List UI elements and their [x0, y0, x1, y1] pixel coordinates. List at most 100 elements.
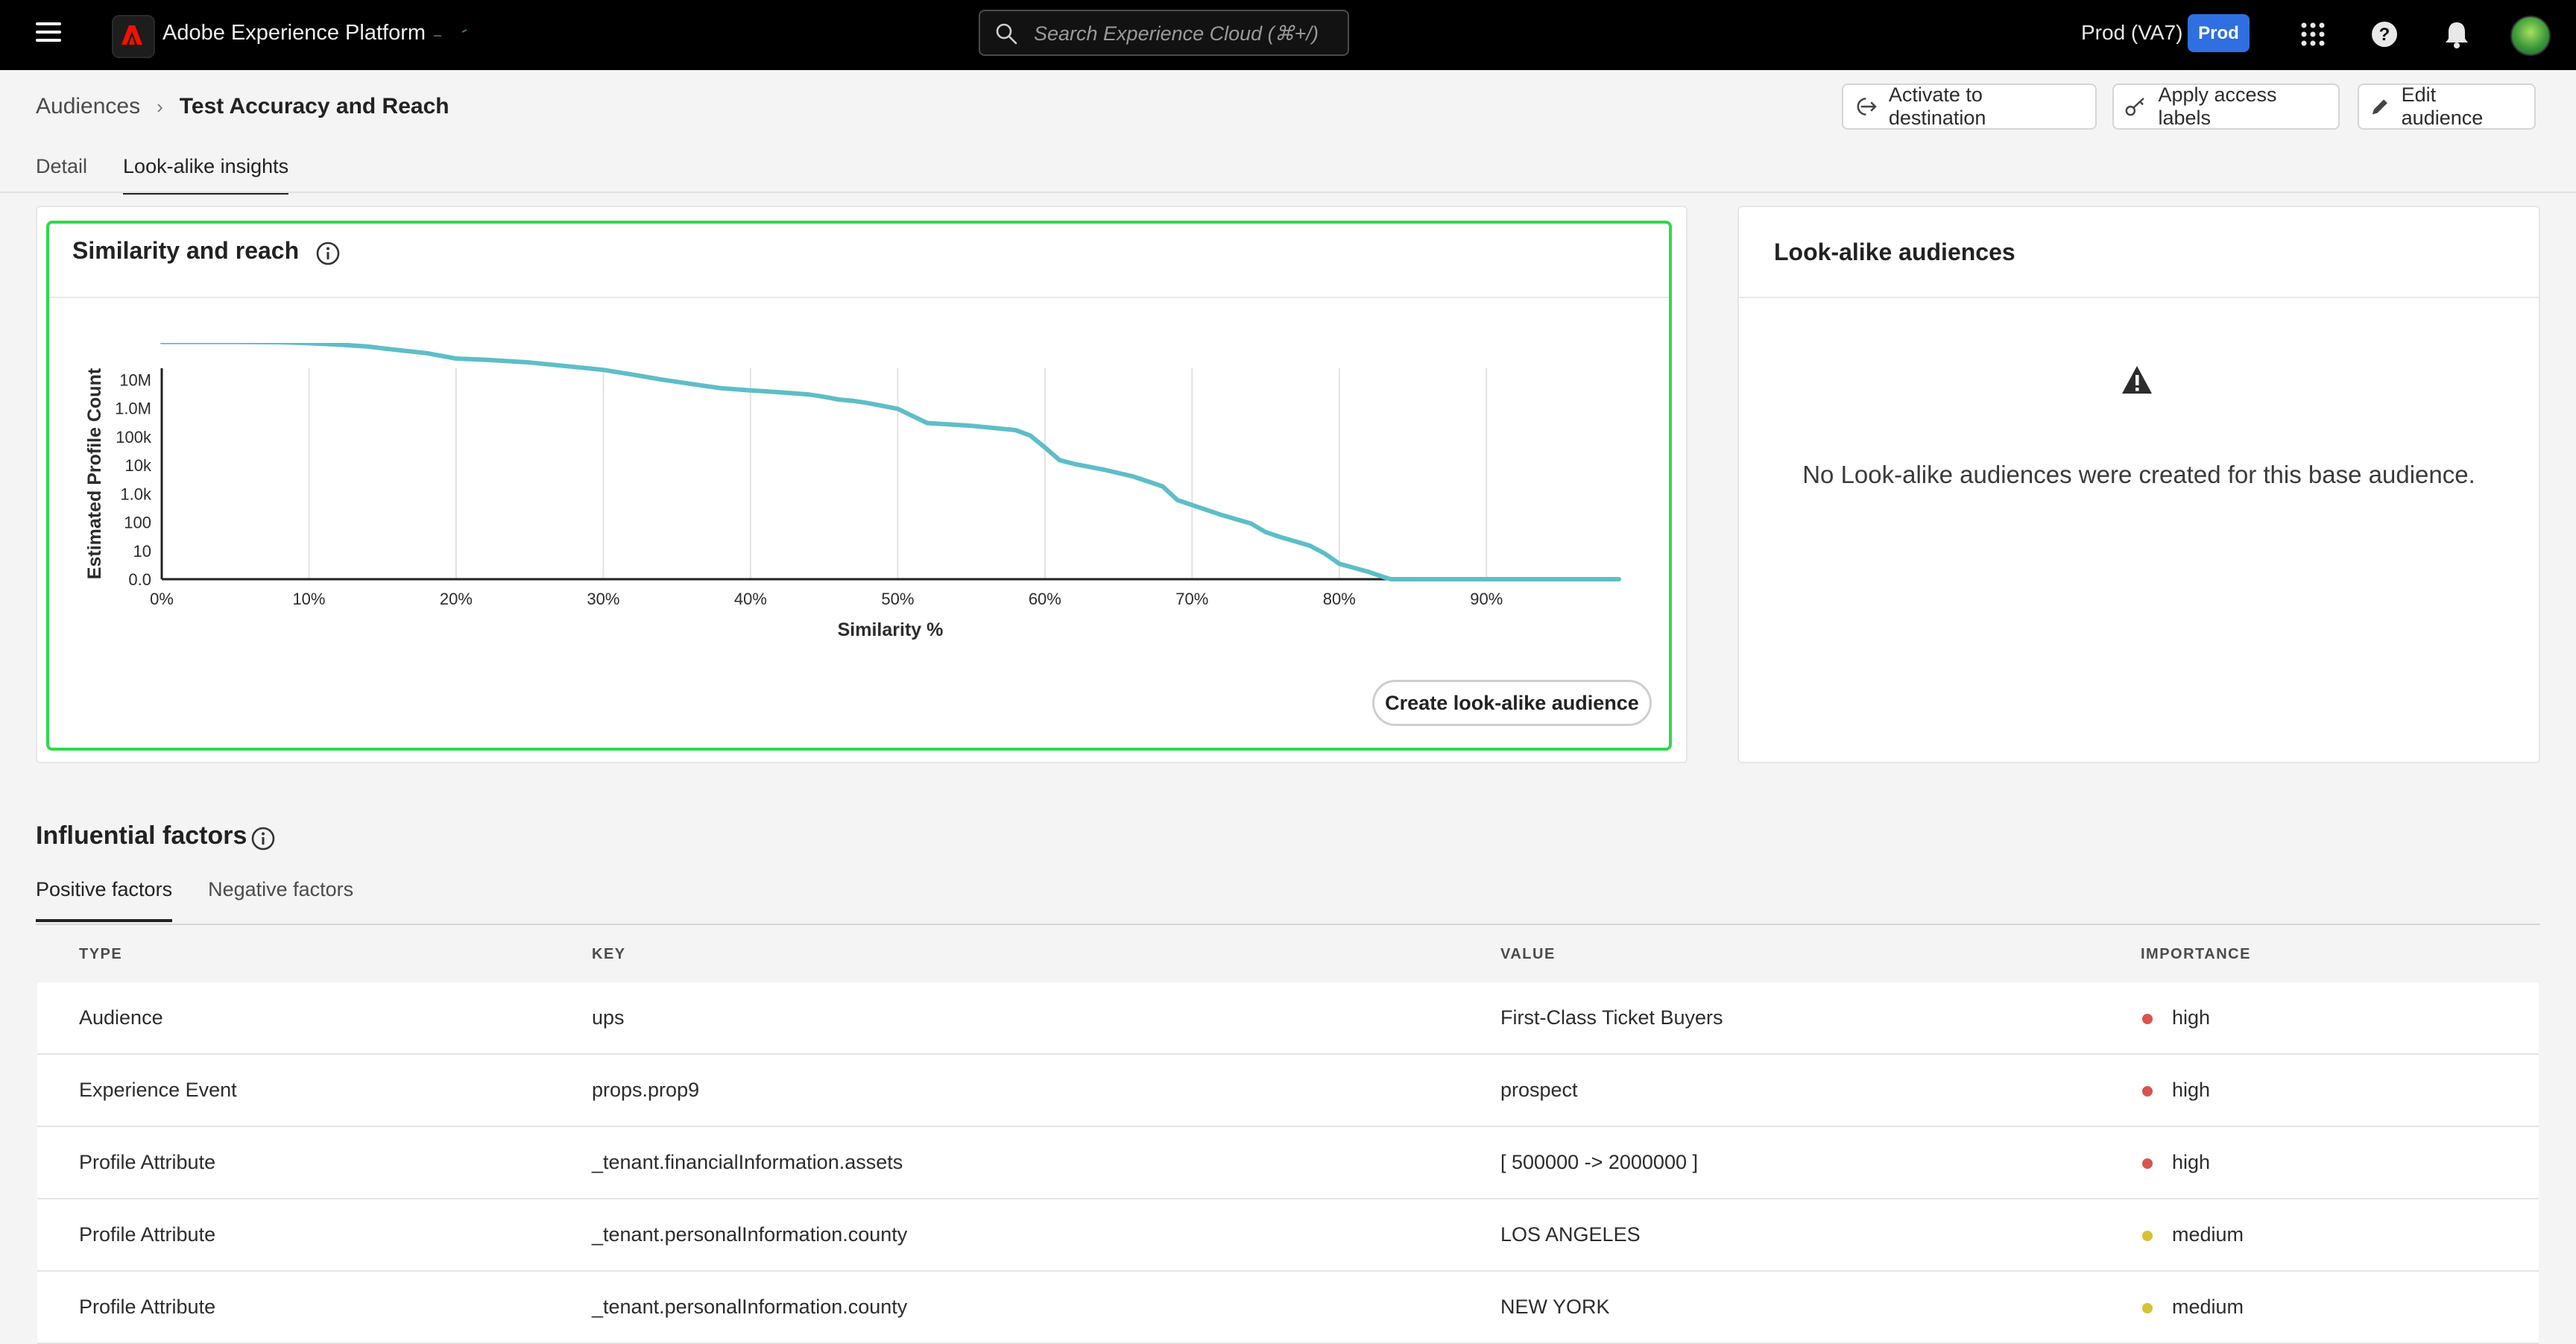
importance-dot: [2142, 1158, 2153, 1169]
org-switcher[interactable]: Prod (VA7): [2081, 21, 2183, 44]
cell-importance: high: [2172, 1079, 2211, 1101]
card-divider: [49, 297, 1669, 298]
x-tick-label: 60%: [1029, 590, 1061, 608]
x-tick-label: 50%: [881, 590, 914, 608]
create-look-alike-audience-button[interactable]: Create look-alike audience: [1372, 680, 1652, 726]
column-header-key[interactable]: KEY: [592, 946, 626, 962]
notifications-bell-icon[interactable]: [2442, 19, 2472, 49]
cell-key: props.prop9: [592, 1079, 700, 1101]
search-icon: [996, 23, 1017, 45]
svg-text:?: ?: [2379, 25, 2390, 45]
table-row[interactable]: Profile Attribute _tenant.personalInform…: [37, 1199, 2539, 1272]
cell-value: LOS ANGELES: [1500, 1223, 1641, 1246]
similarity-highlight-frame: [46, 221, 1672, 751]
y-tick-label: 1.0k: [120, 485, 152, 503]
y-tick-label: 10M: [119, 370, 151, 389]
x-axis-label: Similarity %: [838, 619, 944, 640]
activate-to-destination-button[interactable]: Activate to destination: [1842, 83, 2097, 130]
similarity-reach-chart: 0% 10% 20% 30% 40% 50% 60% 70% 80% 90% 0.0 10 100 1.0…: [84, 343, 1621, 640]
cell-type: Profile Attribute: [79, 1151, 216, 1173]
factors-table: TYPE KEY VALUE IMPORTANCE Audience ups F…: [37, 927, 2539, 1344]
activate-label: Activate to destination: [1888, 83, 1986, 129]
cell-type: Audience: [79, 1006, 163, 1029]
cell-type: Profile Attribute: [79, 1223, 216, 1246]
breadcrumb-audiences-link[interactable]: Audiences: [36, 94, 141, 119]
edit-audience-label: Edit audience: [2401, 83, 2484, 129]
importance-dot: [2142, 1231, 2153, 1241]
global-search[interactable]: [979, 10, 1349, 56]
edit-audience-button[interactable]: Edit audience: [2358, 83, 2536, 130]
x-tick-label: 90%: [1470, 590, 1503, 608]
sandbox-badge[interactable]: Prod: [2188, 14, 2250, 52]
influential-factors-title: Influential factors: [36, 821, 247, 850]
cell-key: _tenant.financialInformation.assets: [592, 1151, 903, 1173]
breadcrumb: Audiences › Test Accuracy and Reach: [36, 94, 449, 119]
cell-key: _tenant.personalInformation.county: [592, 1296, 908, 1318]
column-header-type[interactable]: TYPE: [79, 946, 123, 962]
hamburger-menu-icon[interactable]: [36, 22, 61, 48]
cell-importance: medium: [2172, 1223, 2244, 1246]
y-tick-label: 100: [124, 514, 151, 532]
apply-access-labels-button[interactable]: Apply access labels: [2112, 83, 2340, 130]
info-icon[interactable]: [250, 826, 276, 851]
lookalike-audiences-card: [1737, 206, 2540, 763]
similarity-card: [36, 206, 1688, 763]
cell-importance: high: [2172, 1006, 2211, 1029]
card-divider: [1739, 297, 2539, 298]
user-avatar[interactable]: [2510, 16, 2551, 56]
tab-positive-factors[interactable]: Positive factors: [36, 878, 173, 922]
importance-dot: [2142, 1014, 2153, 1024]
key-icon: [2125, 98, 2144, 116]
help-icon[interactable]: ?: [2370, 19, 2399, 49]
adobe-logo-icon[interactable]: [112, 15, 155, 58]
x-tick-label: 30%: [587, 590, 619, 608]
x-tick-label: 10%: [292, 590, 325, 608]
cell-value: prospect: [1500, 1079, 1578, 1101]
cell-key: _tenant.personalInformation.county: [592, 1223, 908, 1246]
pencil-icon: [2372, 99, 2387, 115]
page-tabs: Detail Look-alike insights: [36, 155, 324, 195]
sandbox-indicator-icon: [434, 29, 467, 37]
cell-key: ups: [592, 1006, 625, 1029]
series-line: [160, 343, 1621, 581]
tab-look-alike-insights[interactable]: Look-alike insights: [123, 155, 289, 195]
y-tick-label: 1.0M: [115, 400, 151, 418]
column-header-value[interactable]: VALUE: [1500, 946, 1556, 962]
similarity-card-title: Similarity and reach: [72, 237, 300, 264]
cell-value: [ 500000 -> 2000000 ]: [1500, 1151, 1698, 1173]
table-row[interactable]: Experience Event props.prop9 prospect hi…: [37, 1055, 2539, 1127]
tab-detail[interactable]: Detail: [36, 155, 88, 177]
lookalike-card-title: Look-alike audiences: [1774, 239, 2015, 265]
cell-importance: medium: [2172, 1296, 2244, 1318]
x-tick-label: 40%: [734, 590, 767, 608]
table-header: TYPE KEY VALUE IMPORTANCE: [37, 927, 2539, 982]
x-tick-label: 70%: [1175, 590, 1208, 608]
access-labels-label: Apply access labels: [2158, 83, 2277, 129]
column-header-importance[interactable]: IMPORTANCE: [2141, 946, 2251, 962]
y-tick-label: 10: [133, 542, 151, 561]
top-bar: Adobe Experience Platform Prod (VA7) Pro…: [0, 0, 2576, 70]
cell-type: Profile Attribute: [79, 1296, 216, 1318]
x-tick-label: 0%: [150, 590, 174, 608]
cell-value: NEW YORK: [1500, 1296, 1610, 1318]
chevron-right-icon: ›: [157, 95, 163, 118]
y-tick-label: 100k: [116, 428, 152, 447]
importance-dot: [2142, 1303, 2153, 1313]
empty-state-message: No Look-alike audiences were created for…: [1802, 461, 2475, 488]
table-row[interactable]: Profile Attribute _tenant.personalInform…: [37, 1272, 2539, 1344]
x-tick-label: 80%: [1323, 590, 1356, 608]
cell-value: First-Class Ticket Buyers: [1500, 1006, 1723, 1029]
table-row[interactable]: Audience ups First-Class Ticket Buyers h…: [37, 982, 2539, 1055]
cell-importance: high: [2172, 1151, 2211, 1173]
info-icon[interactable]: [315, 241, 341, 266]
tab-divider: [0, 192, 2576, 193]
y-tick-label: 10k: [125, 456, 152, 475]
app-name[interactable]: Adobe Experience Platform: [162, 21, 426, 45]
tab-negative-factors[interactable]: Negative factors: [208, 878, 354, 900]
table-row[interactable]: Profile Attribute _tenant.financialInfor…: [37, 1127, 2539, 1199]
activate-icon: [1857, 98, 1877, 116]
apps-grid-icon[interactable]: [2298, 19, 2328, 49]
search-input[interactable]: [1032, 17, 1341, 50]
alert-triangle-icon: [2122, 366, 2152, 394]
factor-tab-divider: [36, 924, 2540, 925]
